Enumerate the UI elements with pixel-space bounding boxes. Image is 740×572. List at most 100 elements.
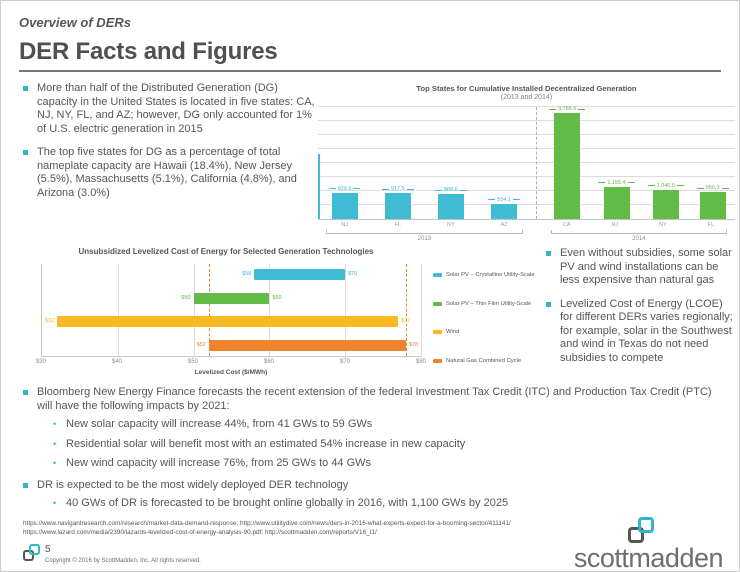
gridline (318, 148, 735, 149)
bar-value-label: 888.6 (435, 187, 467, 193)
label-dash-icon (328, 188, 336, 190)
bar-value: 554.1 (497, 196, 511, 203)
label-dash-icon (381, 188, 389, 190)
category-label: FL (707, 222, 715, 228)
sub-bullet-icon: • (53, 498, 57, 508)
sub-bullet-text: Residential solar will benefit most with… (66, 437, 466, 450)
legend-label: Solar PV – Crystalline Utility-Scale (446, 272, 535, 278)
group-year-label: 2014 (632, 236, 646, 242)
list-item: DR is expected to be the most widely dep… (23, 479, 719, 493)
axis-group-2014: CA NJ NY FL 2014 (543, 221, 735, 243)
legend-label: Natural Gas Combined Cycle (446, 357, 522, 364)
bullet-text: The top five states for DG as a percenta… (37, 146, 297, 199)
label-dash-icon (459, 189, 467, 191)
label-dash-icon (696, 187, 704, 189)
gridline (193, 264, 195, 356)
range-bar-3 (57, 316, 399, 327)
sub-list-item: • Residential solar will benefit most wi… (53, 438, 719, 452)
bullet-text: Bloomberg New Energy Finance forecasts t… (37, 386, 712, 412)
label-dash-icon (598, 182, 606, 184)
list-item: The top five states for DG as a percenta… (23, 146, 318, 200)
forecast-sublist: • New solar capacity will increase 44%, … (53, 418, 719, 471)
x-tick-label: $70 (339, 359, 351, 365)
copyright-text: Copyright © 2016 by ScottMadden, Inc. Al… (45, 557, 201, 564)
bar-value-label: 917.5 (381, 186, 414, 193)
mark-square-dark (23, 549, 34, 561)
gridline (318, 120, 735, 121)
legend-item: Solar PV – Thin Film Utility-Scale (433, 301, 535, 307)
mark-square-dark (628, 526, 644, 543)
page-info: 5 Copyright © 2016 by ScottMadden, Inc. … (23, 543, 739, 564)
bullet-text: More than half of the Distributed Genera… (37, 82, 315, 135)
range-max-label: $77 (401, 318, 411, 324)
label-dash-icon (549, 108, 557, 110)
bar-CA-2014 (554, 113, 581, 219)
category-label: NY (447, 222, 455, 228)
label-dash-icon (512, 199, 520, 200)
label-dash-icon (676, 185, 684, 187)
gridline (318, 190, 735, 191)
group-year-label: 2013 (417, 236, 431, 242)
reference-line (208, 264, 210, 356)
sub-bullet-text: New wind capacity will increase 76%, fro… (66, 457, 372, 469)
bar-NJ-2014 (603, 186, 630, 219)
gridline (318, 134, 735, 135)
bullet-square-icon (546, 251, 551, 256)
group-divider-line (536, 107, 538, 219)
page-number-block: 5 Copyright © 2016 by ScottMadden, Inc. … (45, 544, 201, 564)
bar-NY-2013 (437, 194, 464, 219)
bar-NJ-2013 (331, 192, 358, 219)
range-min-label: $50 (181, 294, 191, 301)
legend-swatch-icon (433, 301, 442, 306)
range-min-label: $58 (242, 271, 252, 277)
chart-subtitle: (2013 and 2014) (500, 94, 553, 101)
gridline (421, 264, 422, 356)
range-max-label: $60 (272, 294, 282, 301)
bar-NY-2014 (652, 189, 679, 219)
bar-value-label: 3,785.6 (549, 106, 586, 113)
gridline (318, 106, 735, 107)
slide-header: Overview of DERs DER Facts and Figures (1, 1, 739, 72)
bar-slot: 950.3 (696, 185, 729, 219)
bar-slot: 888.6 (435, 187, 467, 219)
category-labels: NJ FL NY AZ (318, 221, 531, 229)
scottmadden-logo: scottmadden MANAGEMENT CONSULTANTS (531, 516, 724, 571)
bullet-square-icon (23, 390, 28, 395)
legend-item: Natural Gas Combined Cycle (433, 358, 535, 364)
label-dash-icon (488, 199, 496, 200)
label-dash-icon (721, 187, 729, 189)
bar-value: 1,046.5 (656, 182, 675, 189)
sub-list-item: • New wind capacity will increase 76%, f… (53, 457, 719, 471)
source-line: https://www.lazard.com/media/2390/lazard… (23, 529, 377, 536)
axis-group-2013: NJ FL NY AZ 2013 (318, 221, 531, 243)
middle-content-row: Unsubsidized Levelized Cost of Energy fo… (1, 243, 739, 376)
sub-bullet-icon: • (53, 419, 57, 429)
sub-bullet-icon: • (53, 438, 57, 449)
section-label: Overview of DERs (19, 15, 131, 30)
chart-legend: Solar PV – Crystalline Utility-Scale Sola… (433, 264, 535, 376)
label-dash-icon (406, 188, 414, 190)
bar-value-label: 554.1 (488, 197, 520, 203)
group-bracket (550, 230, 727, 234)
range-bar-1 (254, 269, 346, 280)
bar-value: 3,785.6 (558, 106, 577, 113)
category-label: FL (394, 222, 401, 228)
bar-value: 950.3 (705, 185, 720, 192)
label-dash-icon (353, 188, 361, 190)
bullet-text: Even without subsidies, some solar PV an… (560, 247, 732, 286)
gridline (117, 264, 119, 356)
bullet-square-icon (23, 86, 28, 91)
bar-value: 917.5 (390, 186, 405, 193)
legend-label: Wind (446, 329, 460, 336)
chart-plot-area: $58 $70 $50 $60 $32 $77 $52 $78 (41, 264, 422, 357)
dr-list: DR is expected to be the most widely dep… (23, 479, 719, 493)
top-content-row: More than half of the Distributed Genera… (1, 72, 739, 243)
label-dash-icon (578, 108, 586, 110)
bullet-square-icon (23, 482, 28, 488)
range-bar-2 (193, 292, 270, 304)
page-number: 5 (45, 543, 51, 555)
bullet-text: Levelized Cost of Energy (LCOE) for diff… (560, 297, 733, 364)
range-bar-4 (208, 339, 406, 351)
bar-slot: 1,155.4 (598, 180, 635, 219)
bar-slot: 929.6 (328, 186, 361, 219)
